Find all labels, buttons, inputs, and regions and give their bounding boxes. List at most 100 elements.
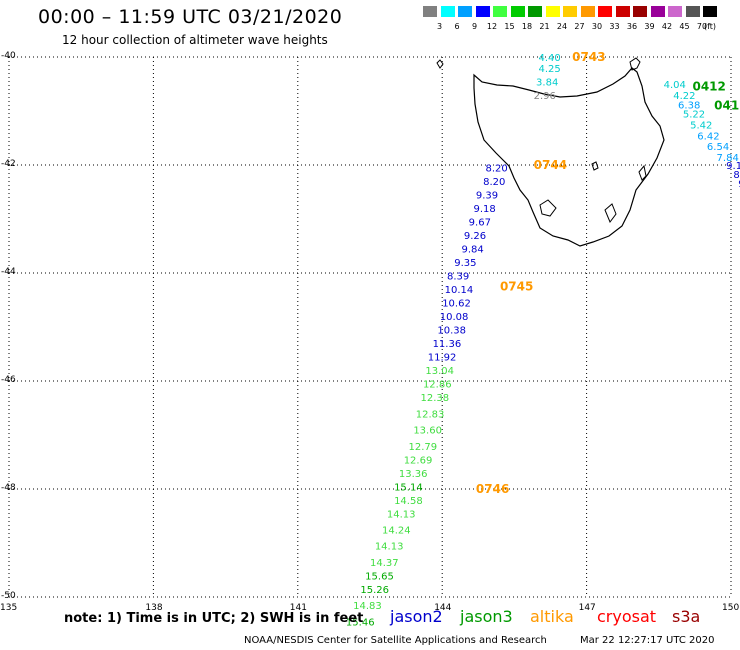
swh-value-label: 7.84 bbox=[717, 153, 739, 164]
tasmania-coastline bbox=[436, 57, 665, 247]
legend-swatch bbox=[579, 5, 596, 18]
swh-value-label: 12.38 bbox=[421, 393, 450, 404]
swh-value-label: 14.83 bbox=[353, 601, 382, 612]
swh-value-label: 9.26 bbox=[464, 231, 486, 242]
legend-label: 30 bbox=[591, 22, 603, 31]
swh-value-label: 6.42 bbox=[697, 131, 719, 142]
pass-time-label: 0743 bbox=[572, 50, 605, 64]
island-bruny bbox=[604, 203, 617, 223]
lat-tick-label: -48 bbox=[1, 483, 16, 493]
swh-value-label: 12.83 bbox=[416, 409, 445, 420]
swh-value-label: 15.26 bbox=[360, 585, 389, 596]
units-note: note: 1) Time is in UTC; 2) SWH is in fe… bbox=[64, 611, 364, 626]
generated-timestamp: Mar 22 12:27:17 UTC 2020 bbox=[580, 635, 715, 646]
swh-value-label: 9.84 bbox=[461, 245, 483, 256]
legend-swatch bbox=[439, 5, 456, 18]
swh-value-label: 10.08 bbox=[440, 312, 469, 323]
swh-value-label: 6.54 bbox=[707, 142, 729, 153]
swh-value-label: 4.25 bbox=[538, 64, 560, 75]
legend-swatch bbox=[544, 5, 561, 18]
legend-label: 9 bbox=[471, 22, 478, 31]
swh-value-label: 5.42 bbox=[690, 121, 712, 132]
lon-tick-label: 138 bbox=[145, 603, 163, 613]
legend-swatch bbox=[474, 5, 491, 18]
swh-value-label: 13.36 bbox=[399, 469, 428, 480]
island-flinders bbox=[629, 57, 641, 71]
lon-tick-label: 135 bbox=[0, 603, 18, 613]
page-subtitle: 12 hour collection of altimeter wave hei… bbox=[62, 33, 328, 47]
swh-value-label: 15.65 bbox=[365, 571, 394, 582]
legend-swatch bbox=[702, 5, 718, 18]
pass-time-label: 0413 bbox=[714, 99, 740, 113]
legend-swatch bbox=[667, 5, 683, 18]
swh-value-label: 14.24 bbox=[382, 526, 411, 537]
swh-value-label: 14.58 bbox=[394, 496, 423, 507]
swh-value-label: 8.39 bbox=[447, 272, 469, 283]
swh-value-label: 6.38 bbox=[678, 101, 700, 112]
swh-value-label: 9.67 bbox=[469, 218, 491, 229]
swh-value-label: 8.20 bbox=[486, 164, 508, 175]
swh-value-label: 4.22 bbox=[673, 91, 695, 102]
legend-label: 6 bbox=[454, 22, 460, 31]
legend-label: 70 bbox=[696, 22, 708, 31]
legend-swatch bbox=[509, 5, 526, 18]
legend-swatch bbox=[632, 5, 648, 18]
lat-tick-label: -46 bbox=[1, 375, 16, 385]
swh-value-label: 12.86 bbox=[423, 380, 452, 391]
legend-swatch bbox=[614, 5, 631, 18]
page-title: 00:00 – 11:59 UTC 03/21/2020 bbox=[38, 6, 343, 28]
swh-value-label: 9.39 bbox=[476, 191, 498, 202]
swh-value-label: 9.12 bbox=[726, 161, 740, 172]
swh-value-label: 2.96 bbox=[534, 91, 556, 102]
satellite-name: altika bbox=[530, 607, 574, 626]
swh-value-label: 10.14 bbox=[445, 285, 474, 296]
pass-time-label: 0745 bbox=[500, 280, 533, 294]
swh-value-label: 15.14 bbox=[394, 482, 423, 493]
legend-swatch bbox=[457, 5, 473, 18]
legend-label: 15 bbox=[504, 22, 515, 31]
swh-value-label: 8.58 bbox=[733, 170, 740, 181]
swh-value-label: 4.04 bbox=[664, 80, 686, 91]
swh-value-label: 8.20 bbox=[483, 177, 505, 188]
pass-time-label: 0412 bbox=[692, 80, 725, 94]
tasmania-outline bbox=[473, 67, 665, 247]
legend-label: (ft) bbox=[703, 22, 717, 31]
lake-gordon bbox=[539, 199, 557, 217]
swh-value-label: 11.36 bbox=[433, 339, 462, 350]
legend-swatch bbox=[527, 5, 543, 18]
legend-label: 3 bbox=[436, 22, 443, 31]
legend-label: 42 bbox=[661, 22, 673, 31]
island-maria bbox=[638, 164, 647, 181]
satellite-name: s3a bbox=[672, 607, 701, 626]
swh-value-label: 9.5 bbox=[738, 179, 740, 190]
legend-swatch bbox=[649, 5, 666, 18]
lon-tick-label: 150 bbox=[722, 603, 740, 613]
lat-tick-label: -44 bbox=[1, 267, 16, 277]
swh-value-label: 9.35 bbox=[454, 258, 476, 269]
legend-label: 33 bbox=[609, 22, 620, 31]
swh-value-label: 14.37 bbox=[370, 558, 399, 569]
legend-label: 45 bbox=[679, 22, 690, 31]
legend-swatch bbox=[684, 5, 701, 18]
swh-value-label: 10.62 bbox=[442, 299, 471, 310]
legend-swatch bbox=[562, 5, 578, 18]
island-king bbox=[436, 59, 444, 69]
swh-value-label: 10.38 bbox=[437, 326, 466, 337]
lon-tick-label: 144 bbox=[434, 603, 452, 613]
legend-label: 24 bbox=[556, 22, 568, 31]
legend-label: 36 bbox=[626, 22, 638, 31]
credit-line: NOAA/NESDIS Center for Satellite Applica… bbox=[244, 635, 547, 646]
satellite-name: cryosat bbox=[597, 607, 657, 626]
swh-value-label: 3.84 bbox=[536, 77, 558, 88]
lat-tick-label: -42 bbox=[1, 159, 16, 169]
legend-label: 39 bbox=[644, 22, 655, 31]
swh-observations: 4.404.25 3.84 2.96 4.044.226.385.225.426.42… bbox=[346, 50, 740, 628]
swh-value-label: 14.13 bbox=[375, 542, 404, 553]
lon-tick-label: 147 bbox=[578, 603, 596, 613]
swh-value-label: 5.22 bbox=[683, 110, 705, 121]
swh-value-label: 4.40 bbox=[538, 53, 560, 64]
legend-label: 18 bbox=[521, 22, 533, 31]
swh-value-label: 14.13 bbox=[387, 509, 416, 520]
legend-label: 27 bbox=[574, 22, 585, 31]
